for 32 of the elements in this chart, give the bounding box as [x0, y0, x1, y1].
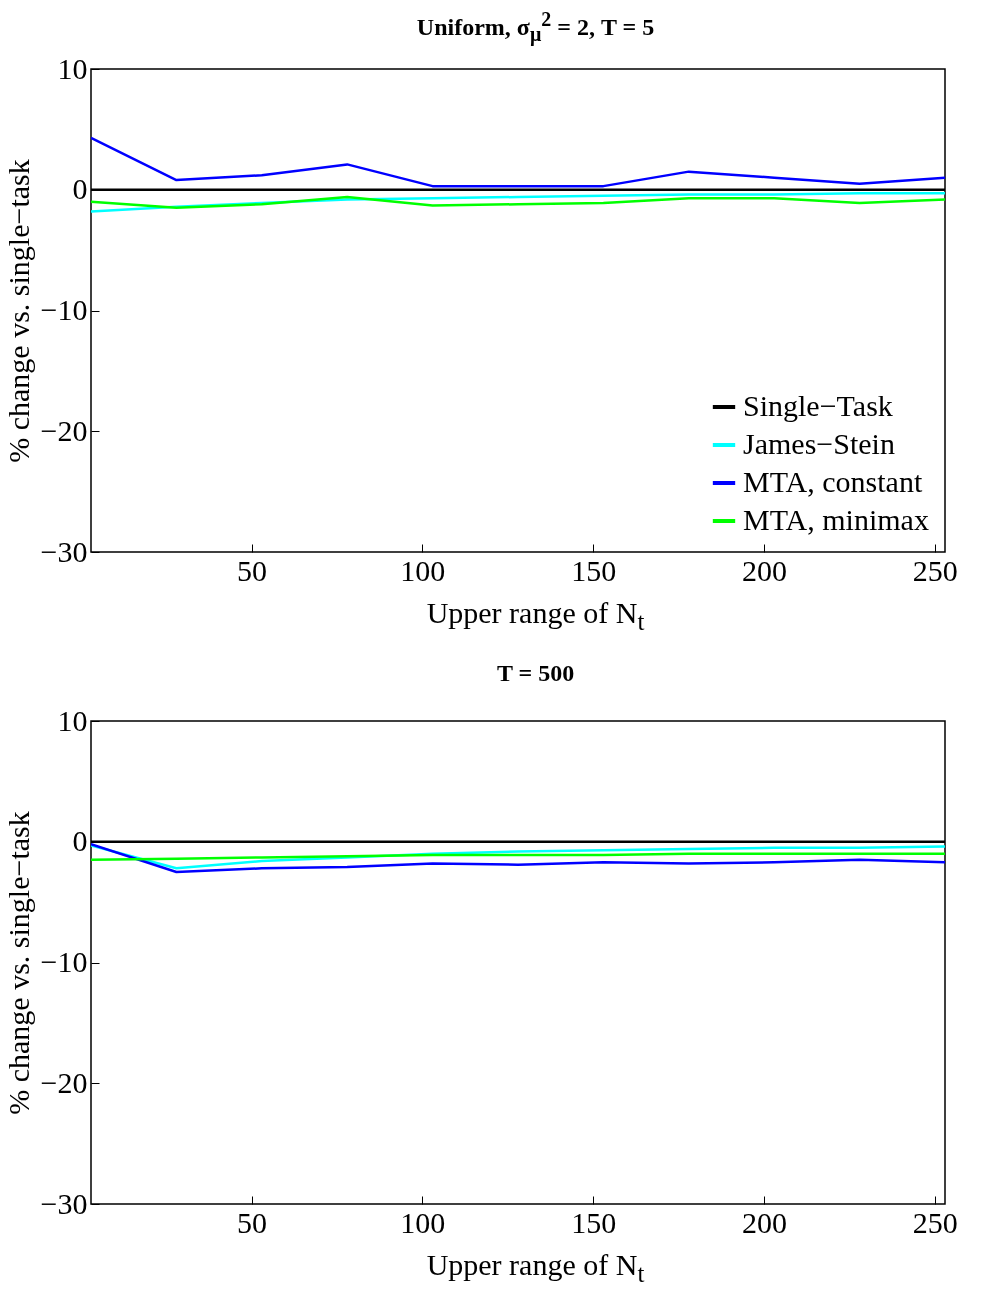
y-tick-label: 10	[57, 703, 88, 737]
x-tick-label: 200	[741, 1205, 787, 1239]
y-tick-label: −20	[40, 1065, 88, 1099]
y-tick-label: −30	[40, 534, 88, 568]
x-tick-label: 150	[571, 553, 617, 587]
chart-title: Uniform, σ$_{μ}$$^{2}$ = 2, T = 5	[415, 8, 656, 46]
legend-label: MTA, constant	[743, 465, 923, 498]
y-axis-title: % change vs. single−task	[1, 159, 35, 463]
y-tick-label: 0	[72, 824, 88, 858]
legend-label: Single−Task	[743, 389, 893, 422]
x-tick-label: 50	[237, 553, 268, 587]
y-axis-title: % change vs. single−task	[1, 811, 35, 1115]
x-tick-label: 250	[912, 1205, 958, 1239]
x-tick-label: 150	[571, 1205, 617, 1239]
chart-title: T = 500	[495, 660, 576, 687]
line-series	[91, 136, 945, 188]
x-tick-label: 50	[237, 1205, 268, 1239]
x-axis-title: Upper range of N$_{t}$	[425, 596, 646, 637]
x-tick-label: 100	[400, 1205, 446, 1239]
legend-label: MTA, minimax	[743, 503, 929, 536]
y-tick-label: 10	[57, 51, 88, 85]
y-tick-label: −30	[40, 1186, 88, 1220]
x-tick-label: 250	[912, 553, 958, 587]
y-tick-label: 0	[72, 172, 88, 206]
y-tick-label: −10	[40, 945, 88, 978]
y-tick-label: −10	[40, 293, 88, 326]
legend-label: James−Stein	[743, 427, 895, 460]
x-tick-label: 200	[741, 553, 787, 587]
line-series	[91, 852, 945, 862]
y-tick-label: −20	[40, 413, 88, 447]
x-tick-label: 100	[400, 553, 446, 587]
x-axis-title: Upper range of N$_{t}$	[425, 1248, 646, 1289]
